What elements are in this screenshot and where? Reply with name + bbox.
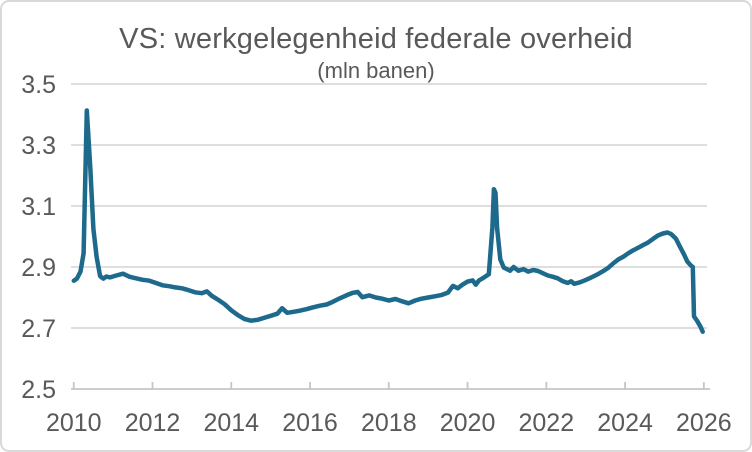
x-tick-label: 2026 <box>676 409 732 437</box>
y-tick-label: 3.3 <box>21 132 56 160</box>
x-tick-label: 2010 <box>46 409 102 437</box>
x-tick-label: 2024 <box>597 409 653 437</box>
employment-line-series <box>71 108 705 334</box>
x-tick-label: 2018 <box>361 409 417 437</box>
y-tick-label: 3.1 <box>21 193 56 221</box>
x-tick-label: 2014 <box>203 409 259 437</box>
y-tick-label: 2.5 <box>21 376 56 404</box>
y-tick-label: 2.9 <box>21 254 56 282</box>
x-tick-label: 2016 <box>282 409 338 437</box>
chart-title: VS: werkgelegenheid federale overheid <box>119 23 633 55</box>
y-tick-label: 2.7 <box>21 315 56 343</box>
x-tick-label: 2022 <box>519 409 575 437</box>
y-tick-label: 3.5 <box>21 71 56 99</box>
x-tick-label: 2020 <box>440 409 496 437</box>
chart-subtitle: (mln banen) <box>317 58 435 83</box>
x-tick-label: 2012 <box>125 409 181 437</box>
